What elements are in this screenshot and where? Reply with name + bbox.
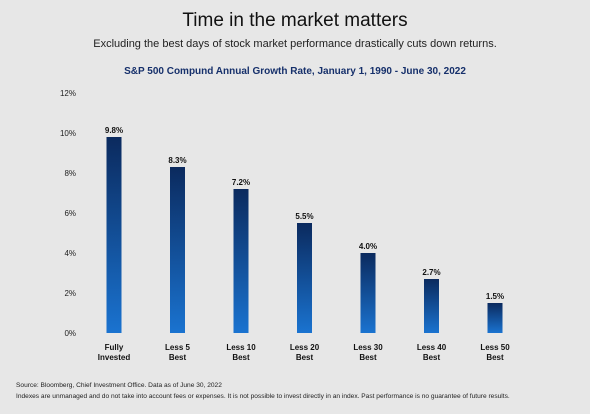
x-tick-label: Best xyxy=(423,353,441,362)
x-tick-label: Fully xyxy=(105,343,124,352)
data-label: 9.8% xyxy=(105,126,123,135)
data-label: 8.3% xyxy=(168,156,186,165)
y-tick-label: 4% xyxy=(64,249,76,258)
bar xyxy=(487,303,503,333)
x-tick-label: Less 20 xyxy=(290,343,320,352)
y-tick-label: 0% xyxy=(64,329,76,338)
x-tick-label: Less 10 xyxy=(226,343,256,352)
bar xyxy=(106,137,122,333)
y-tick-label: 6% xyxy=(64,209,76,218)
x-tick-label: Invested xyxy=(98,353,131,362)
data-label: 7.2% xyxy=(232,178,250,187)
page-subtitle: Excluding the best days of stock market … xyxy=(93,38,497,50)
disclaimer-note: Indexes are unmanaged and do not take in… xyxy=(16,393,510,400)
x-tick-label: Best xyxy=(486,353,504,362)
page-title: Time in the market matters xyxy=(182,10,408,31)
bar xyxy=(360,253,376,333)
data-label: 2.7% xyxy=(422,268,440,277)
data-label: 1.5% xyxy=(486,292,504,301)
x-tick-label: Less 40 xyxy=(417,343,447,352)
bar xyxy=(424,279,439,333)
x-tick-label: Best xyxy=(232,353,250,362)
data-label: 5.5% xyxy=(295,212,313,221)
y-axis: 0% 2% 4% 6% 8% 10% 12% xyxy=(60,89,76,338)
data-label: 4.0% xyxy=(359,242,377,251)
bar xyxy=(297,223,312,333)
x-tick-label: Best xyxy=(169,353,187,362)
y-tick-label: 8% xyxy=(64,169,76,178)
x-tick-label: Less 50 xyxy=(480,343,510,352)
y-tick-label: 10% xyxy=(60,129,76,138)
x-tick-label: Best xyxy=(359,353,377,362)
source-note: Source: Bloomberg, Chief Investment Offi… xyxy=(16,382,222,389)
chart-title: S&P 500 Compund Annual Growth Rate, Janu… xyxy=(124,66,466,77)
bar xyxy=(233,189,249,333)
x-tick-label: Less 30 xyxy=(353,343,383,352)
y-tick-label: 2% xyxy=(64,289,76,298)
y-tick-label: 12% xyxy=(60,89,76,98)
bars: 9.8% 8.3% 7.2% 5.5% 4.0% 2.7% 1.5% xyxy=(105,126,504,333)
x-tick-label: Best xyxy=(296,353,314,362)
x-tick-label: Less 5 xyxy=(165,343,190,352)
bar xyxy=(170,167,185,333)
